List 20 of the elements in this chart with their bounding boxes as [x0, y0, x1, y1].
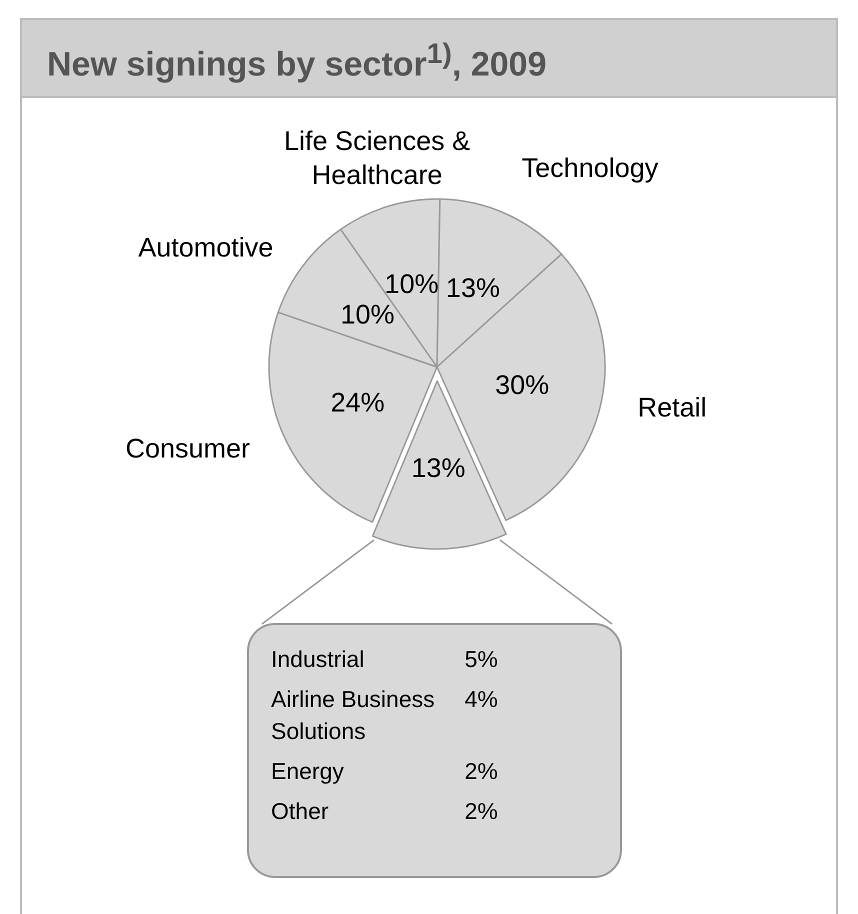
category-label: Industrial [271, 645, 366, 674]
text: 5% [464, 646, 498, 672]
category-label: Other [271, 797, 330, 826]
text: 4% [464, 686, 498, 712]
data-label: 10% [340, 300, 395, 330]
data-label: 10% [384, 268, 439, 299]
data-label: 13% [411, 452, 466, 483]
data-label: 13% [446, 272, 500, 303]
category-label: Energy [271, 757, 345, 786]
slice-label: Life Sciences & Healthcare [284, 126, 470, 190]
data-label: 30% [495, 370, 550, 400]
slice-label: Retail [638, 392, 707, 423]
chart-title: New signings by sector$^{1)}$, 2009 [20, 18, 838, 98]
category-label: Airline Business Solutions [271, 685, 435, 746]
slice-label: Technology [522, 153, 659, 184]
slice-label: Consumer [126, 433, 250, 464]
text: 2% [464, 758, 498, 784]
text: 2% [464, 798, 498, 824]
data-label: 24% [330, 388, 385, 418]
slice-label: Automotive [138, 232, 274, 263]
